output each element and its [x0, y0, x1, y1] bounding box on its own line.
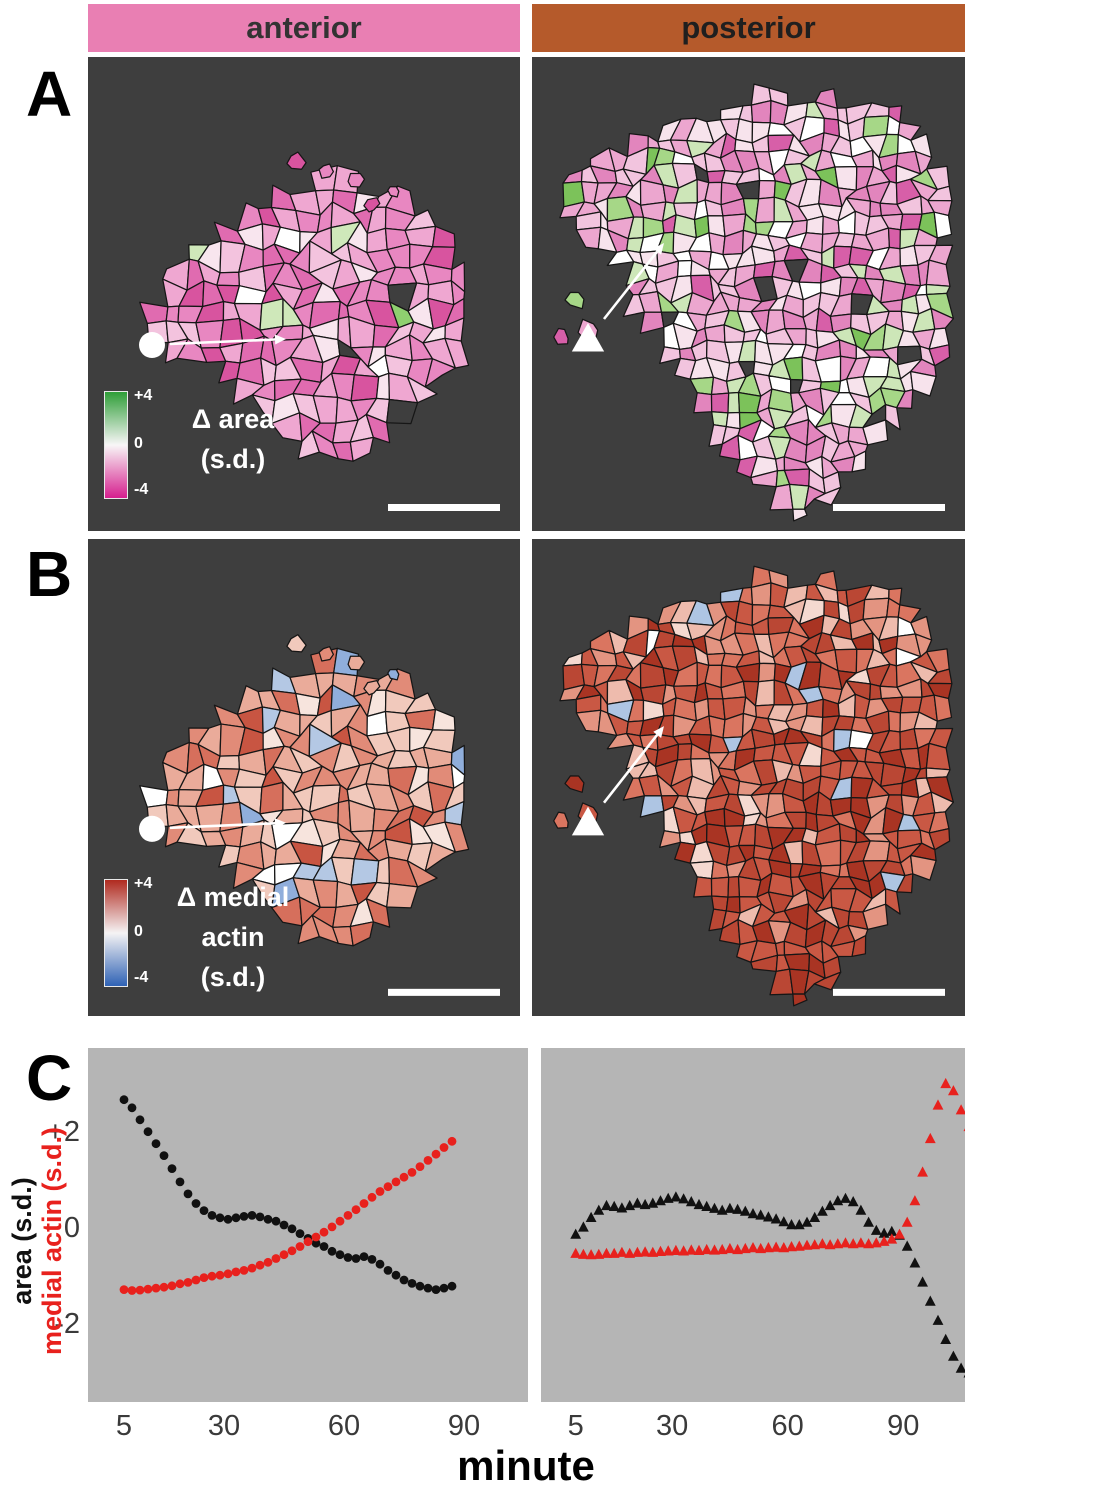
scatter-svg	[541, 1048, 965, 1402]
scatter-svg	[88, 1048, 528, 1402]
y-tick-label: -2	[54, 1307, 80, 1340]
annotation-arrow	[169, 338, 276, 346]
colorbar-tick: +4	[134, 875, 153, 892]
cell-mesh	[553, 83, 955, 522]
tissue-mesh-svg	[553, 83, 955, 522]
panel-a-anterior-map	[88, 57, 520, 531]
y-tick-label: 0	[63, 1211, 80, 1244]
scale-bar	[833, 988, 945, 996]
colorbar-tick: 0	[134, 923, 143, 940]
x-axis-label: minute	[457, 1442, 595, 1489]
colorbar-actin	[104, 879, 128, 987]
panel-label-b: B	[26, 538, 73, 610]
panel-a-posterior-map	[532, 57, 965, 531]
y-tick-label: +2	[46, 1115, 80, 1148]
column-header-posterior: posterior	[532, 4, 965, 52]
legend-actin-title-line2: actin	[201, 922, 265, 952]
legend-actin-title: Δ medial actin (s.d.)	[158, 877, 308, 997]
y-axis-label-medial-actin: medial actin (s.d.)	[37, 1126, 67, 1356]
legend-actin-title-line1: Δ medial	[176, 882, 290, 912]
colorbar-tick: 0	[134, 435, 143, 452]
legend-actin-title-line3: (s.d.)	[200, 962, 266, 992]
tissue-mesh-svg	[139, 151, 500, 511]
tissue-mesh-svg	[553, 565, 955, 1007]
colorbar-tick: -4	[134, 481, 149, 498]
panel-label-c: C	[26, 1042, 73, 1114]
y-axis-label-area: area (s.d.)	[7, 1177, 37, 1305]
colorbar-tick: +4	[134, 387, 153, 404]
x-tick-label: 5	[115, 1410, 133, 1442]
x-tick-label: 30	[655, 1410, 689, 1442]
x-tick-label: 30	[207, 1410, 241, 1442]
scale-bar	[833, 504, 945, 511]
arrowhead-icon	[274, 334, 286, 345]
plot-background	[541, 1048, 965, 1402]
circle-marker-icon	[139, 815, 165, 842]
annotation-arrow	[602, 250, 659, 320]
panel-b-anterior-map	[88, 539, 520, 1016]
colorbar-tick: -4	[134, 969, 149, 986]
legend-area-title-line1: Δ area	[191, 404, 275, 434]
circle-marker-icon	[139, 332, 165, 358]
plot-background	[88, 1048, 528, 1402]
scale-bar	[388, 988, 500, 996]
colorbar-area	[104, 391, 128, 499]
triangle-marker-icon	[571, 323, 605, 352]
panel-label-a: A	[26, 58, 73, 130]
y-axis-ticks: +2 0 -2	[28, 1048, 80, 1402]
cell-mesh	[553, 565, 955, 1007]
chart-posterior: 5 30 60 90	[541, 1048, 965, 1442]
scale-bar	[388, 504, 500, 511]
triangle-marker-icon	[571, 806, 605, 836]
x-tick-label: 90	[447, 1410, 481, 1442]
annotation-arrow	[169, 821, 276, 830]
chart-anterior: 5 30 60 90	[88, 1048, 528, 1442]
x-tick-label: 90	[887, 1410, 920, 1442]
legend-area-title-line2: (s.d.)	[200, 444, 266, 474]
legend-area-title: Δ area (s.d.)	[158, 399, 308, 479]
tissue-mesh-svg	[139, 634, 500, 996]
arrowhead-icon	[653, 726, 664, 738]
annotation-arrow	[602, 734, 659, 804]
column-header-anterior: anterior	[88, 4, 520, 52]
panel-b-posterior-map	[532, 539, 965, 1016]
x-tick-label: 5	[567, 1410, 584, 1442]
arrowhead-icon	[653, 243, 664, 255]
x-tick-label: 60	[771, 1410, 804, 1442]
x-tick-label: 60	[327, 1410, 361, 1442]
arrowhead-icon	[274, 818, 286, 829]
cell-mesh	[139, 151, 470, 462]
